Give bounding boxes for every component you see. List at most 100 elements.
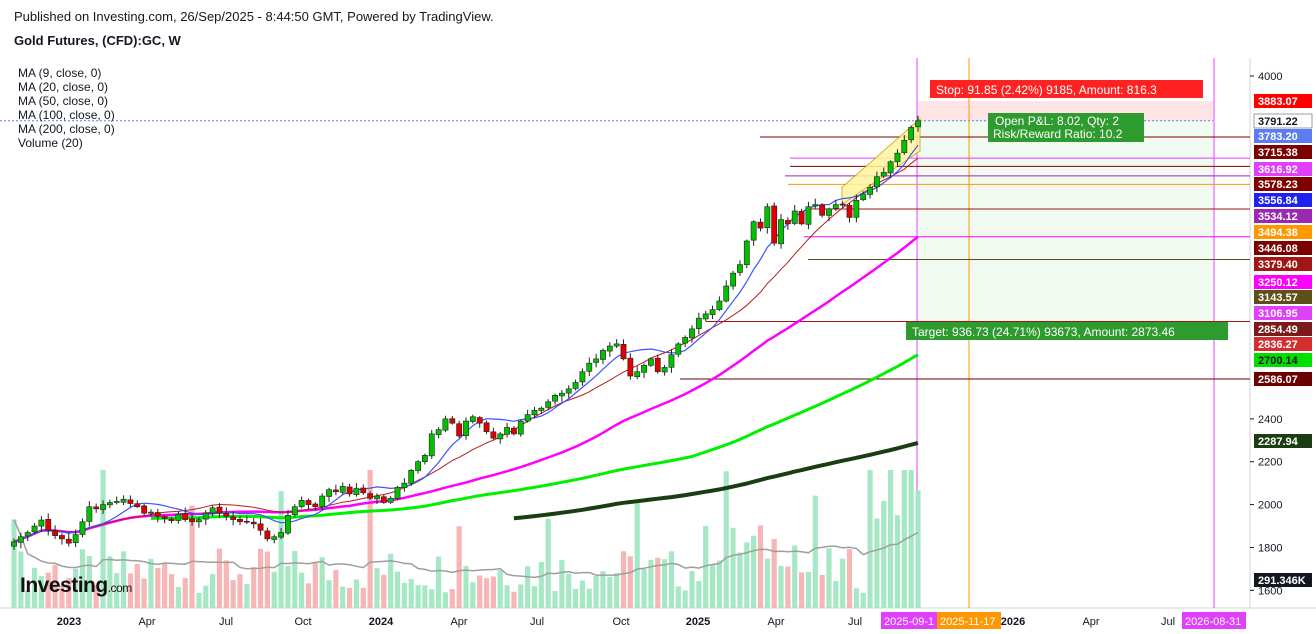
stop-annotation-bg bbox=[930, 80, 1203, 98]
price-axis-label-text: 3791.22 bbox=[1258, 116, 1298, 128]
x-tick-label: Jul bbox=[848, 616, 862, 628]
volume-bar bbox=[545, 518, 551, 608]
volume-bar bbox=[319, 557, 325, 608]
indicator-volume[interactable]: Volume (20) bbox=[18, 136, 83, 150]
candle-body bbox=[120, 498, 127, 503]
candle-body bbox=[558, 392, 565, 397]
candle-body bbox=[757, 221, 764, 229]
indicator-ma20[interactable]: MA (20, close, 0) bbox=[18, 80, 109, 94]
logo-name: Investing bbox=[20, 574, 108, 597]
volume-bar bbox=[401, 582, 407, 608]
volume-bar bbox=[203, 585, 209, 608]
candle-body bbox=[661, 367, 668, 373]
volume-bar bbox=[655, 557, 661, 608]
volume-bar bbox=[223, 560, 229, 608]
volume-bar bbox=[552, 591, 558, 608]
price-axis-label: 3446.08 bbox=[1254, 241, 1312, 255]
ma100-line bbox=[150, 353, 919, 520]
volume-bar bbox=[175, 586, 181, 608]
volume-bar bbox=[11, 519, 17, 608]
volume-bar bbox=[593, 576, 599, 608]
volume-bar bbox=[25, 590, 31, 608]
candle-body bbox=[764, 206, 771, 229]
candle-body bbox=[586, 362, 593, 372]
candle-body bbox=[305, 500, 312, 505]
candle-body bbox=[846, 205, 853, 218]
volume-bar bbox=[751, 535, 757, 608]
candle-body bbox=[456, 423, 463, 437]
price-axis-label-text: 291.346K bbox=[1258, 575, 1306, 587]
volume-bar bbox=[148, 558, 154, 608]
volume-bar bbox=[668, 551, 675, 608]
candle-body bbox=[216, 506, 223, 514]
volume-bar bbox=[340, 586, 346, 608]
volume-ma-line bbox=[13, 519, 919, 579]
price-axis-label-text: 3616.92 bbox=[1258, 164, 1298, 176]
volume-bar bbox=[292, 550, 298, 608]
volume-bar bbox=[888, 470, 894, 608]
volume-bar bbox=[73, 568, 79, 608]
volume-bar bbox=[812, 495, 818, 608]
volume-bar bbox=[504, 585, 510, 608]
price-axis-label-bg bbox=[1254, 129, 1312, 143]
symbol-title: Gold Futures, (CFD):GC, W bbox=[14, 33, 181, 48]
candle-body bbox=[175, 513, 182, 521]
indicator-ma9[interactable]: MA (9, close, 0) bbox=[18, 66, 102, 80]
candle-body bbox=[257, 523, 264, 531]
price-axis-label-text: 3715.38 bbox=[1258, 147, 1298, 159]
candle-body bbox=[880, 172, 887, 177]
x-tick-label: Oct bbox=[294, 616, 311, 628]
price-axis-label-bg bbox=[1254, 94, 1312, 108]
candle-body bbox=[504, 427, 510, 435]
candle-body bbox=[812, 204, 819, 207]
candle-body bbox=[141, 505, 148, 514]
volume-bar bbox=[312, 561, 318, 608]
volume-bar bbox=[525, 566, 531, 608]
volume-bar bbox=[470, 582, 476, 608]
indicator-ma100[interactable]: MA (100, close, 0) bbox=[18, 108, 115, 122]
price-axis-label-bg bbox=[1254, 322, 1312, 336]
candle-body bbox=[538, 407, 545, 411]
candle-body bbox=[531, 410, 538, 416]
candle-body bbox=[106, 502, 113, 506]
volume-bar bbox=[299, 572, 305, 608]
candle-body bbox=[113, 501, 120, 503]
candle-body bbox=[702, 313, 709, 320]
volume-bar bbox=[52, 564, 58, 608]
volume-bar bbox=[333, 569, 339, 608]
price-axis-label-bg bbox=[1254, 241, 1312, 255]
candle-body bbox=[168, 518, 175, 521]
candle-body bbox=[209, 507, 216, 514]
volume-bar bbox=[805, 571, 812, 608]
candle-body bbox=[483, 422, 490, 433]
candle-body bbox=[874, 176, 880, 188]
candle-body bbox=[839, 203, 846, 206]
volume-bar bbox=[757, 525, 764, 608]
volume-bar bbox=[716, 560, 722, 608]
volume-bar bbox=[586, 588, 592, 608]
indicator-ma200[interactable]: MA (200, close, 0) bbox=[18, 122, 115, 136]
candle-body bbox=[826, 208, 832, 216]
pnl-annotation-bg bbox=[988, 113, 1144, 142]
candle-body bbox=[127, 499, 134, 504]
indicator-ma50[interactable]: MA (50, close, 0) bbox=[18, 94, 109, 108]
candle-body bbox=[791, 210, 798, 224]
candle-body bbox=[743, 240, 750, 266]
candle-body bbox=[805, 206, 812, 225]
candle-body bbox=[442, 418, 449, 431]
candle-body bbox=[908, 127, 915, 141]
y-tick-label: 4000 bbox=[1258, 71, 1282, 83]
candle-body bbox=[401, 482, 408, 488]
target-zone bbox=[918, 120, 1213, 322]
candle-body bbox=[668, 354, 675, 368]
candle-body bbox=[271, 536, 278, 540]
candle-body bbox=[435, 429, 442, 435]
price-axis-label-bg bbox=[1254, 257, 1312, 271]
price-axis-label-text: 3494.38 bbox=[1258, 227, 1298, 239]
candle-body bbox=[223, 512, 230, 517]
candle-body bbox=[230, 516, 237, 520]
price-axis-label: 3616.92 bbox=[1254, 162, 1312, 176]
candle-body bbox=[93, 506, 100, 510]
published-text: Published on Investing.com, 26/Sep/2025 … bbox=[14, 9, 494, 24]
